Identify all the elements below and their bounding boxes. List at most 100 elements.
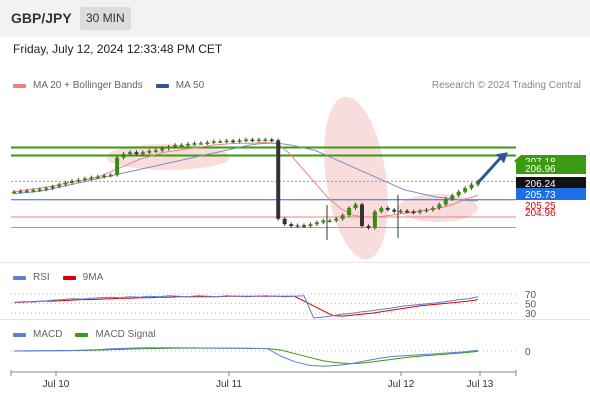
candle-body: [353, 204, 358, 208]
candle-body: [102, 175, 107, 178]
candle-body: [411, 211, 416, 214]
candle-body: [115, 157, 120, 175]
candle-body: [179, 145, 184, 147]
price-tag-bg: [516, 177, 586, 189]
target-arrow-head: [496, 152, 508, 164]
macd-legend: MACD MACD Signal: [13, 329, 155, 340]
price-tag-bg: [516, 188, 586, 200]
candle-body: [211, 141, 216, 143]
macd-legend-label: MACD: [33, 329, 63, 340]
candle-body: [237, 140, 242, 142]
candle-body: [405, 210, 410, 213]
candle-body: [385, 208, 390, 210]
rsi-ma-legend-label: 9MA: [82, 272, 104, 283]
candle-body: [437, 204, 442, 208]
candle-body: [308, 224, 313, 226]
candle-body: [192, 143, 197, 145]
candle-body: [76, 179, 81, 182]
timeframe-badge[interactable]: 30 MIN: [80, 7, 131, 30]
ma50-line: [13, 142, 478, 202]
candle-body: [153, 150, 158, 152]
candle-body: [250, 139, 255, 142]
candle-body: [108, 174, 113, 177]
macd-signal-swatch: [75, 332, 89, 337]
rsi-line: [13, 295, 479, 319]
rsi-panel-border: [0, 262, 590, 263]
candle-body: [82, 178, 87, 180]
candle-body: [314, 222, 319, 225]
candle-body: [340, 215, 345, 219]
candle-body: [244, 139, 248, 142]
price-tag-label: 206.96: [525, 164, 556, 175]
candle-body: [334, 218, 339, 221]
x-tick-label: Jul 12: [388, 379, 415, 390]
candle-body: [256, 139, 261, 142]
candle-body: [173, 145, 178, 147]
candle-body: [24, 190, 29, 193]
price-tag-label: 205.73: [525, 190, 556, 201]
candle-body: [282, 218, 287, 225]
chart-header: GBP/JPY 30 MIN: [0, 0, 590, 37]
candle-body: [366, 226, 371, 228]
ma50-swatch: [155, 83, 169, 88]
candle-body: [276, 140, 281, 219]
candle-body: [450, 195, 455, 199]
rsi-swatch: [13, 275, 26, 280]
main-legend: MA 20 + Bollinger Bands MA 50: [13, 80, 204, 91]
candle-body: [443, 199, 448, 205]
candle-body: [263, 139, 268, 142]
candle-body: [289, 224, 294, 226]
candle-body: [57, 184, 62, 187]
candle-body: [134, 152, 139, 154]
bollinger-band-drop: [324, 96, 388, 260]
credit-text: Research © 2024 Trading Central: [431, 80, 581, 91]
candle-body: [469, 184, 474, 189]
candle-body: [392, 209, 397, 212]
candle-body: [89, 177, 94, 179]
macd-panel-border: [0, 319, 590, 320]
bollinger-band-left: [106, 144, 230, 170]
rsi-level-label: 70: [525, 290, 537, 301]
candle-body: [198, 143, 203, 145]
symbol-title: GBP/JPY: [11, 10, 72, 26]
ma20-legend-label: MA 20 + Bollinger Bands: [33, 80, 143, 91]
candle-body: [18, 191, 23, 193]
ma50-legend-label: MA 50: [175, 80, 205, 91]
candle-body: [456, 191, 461, 196]
candle-body: [128, 152, 132, 154]
candle-body: [302, 225, 306, 227]
candle-body: [44, 188, 49, 190]
candle-body: [31, 190, 36, 192]
candle-body: [269, 139, 274, 142]
candle-body: [321, 220, 326, 223]
candle-body: [372, 211, 377, 228]
candle-body: [295, 225, 300, 227]
macd-signal-legend-label: MACD Signal: [95, 329, 156, 340]
rsi-level-label: 50: [525, 300, 537, 311]
ma20-swatch: [13, 83, 26, 88]
candle-body: [418, 210, 422, 213]
candle-body: [95, 176, 100, 179]
candle-body: [347, 208, 352, 216]
candle-body: [121, 154, 126, 158]
candle-body: [50, 186, 55, 189]
x-tick-label: Jul 11: [216, 379, 242, 390]
candle-body: [37, 189, 42, 191]
price-tag-label: 204.96: [525, 208, 556, 219]
candle-body: [231, 140, 236, 143]
x-tick-label: Jul 13: [467, 379, 494, 390]
candle-body: [476, 181, 480, 185]
target-arrow-shaft: [476, 155, 504, 184]
candle-body: [327, 220, 332, 223]
rsi-level-label: 30: [525, 309, 537, 320]
candle-body: [140, 152, 145, 154]
price-tag-label: 206.24: [525, 179, 556, 190]
chart-datetime: Friday, July 12, 2024 12:33:48 PM CET: [13, 42, 223, 56]
candle-body: [70, 181, 74, 183]
candle-body: [430, 208, 435, 210]
candle-body: [424, 209, 429, 212]
candle-body: [63, 182, 68, 185]
macd-line: [13, 347, 479, 367]
candle-body: [379, 208, 384, 212]
